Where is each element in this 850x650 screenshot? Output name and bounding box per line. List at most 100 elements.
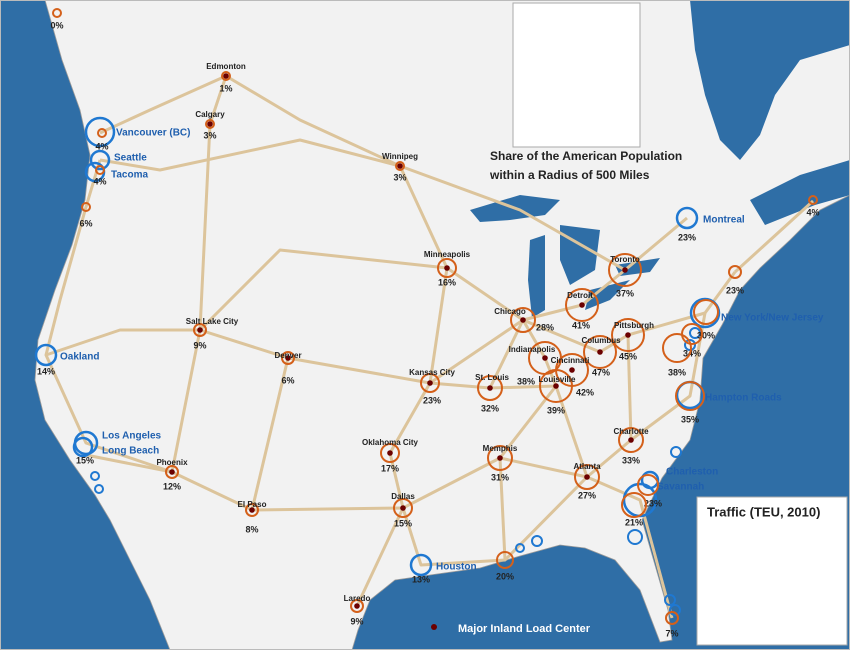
port-label: Montreal bbox=[703, 215, 745, 226]
share-ring bbox=[496, 551, 514, 569]
port-ring bbox=[627, 529, 643, 545]
share-ring bbox=[437, 258, 457, 278]
city-name: Pittsburgh bbox=[614, 321, 654, 330]
port-label: Seattle bbox=[114, 153, 147, 164]
annotation-line: Share of the American Population bbox=[490, 149, 682, 163]
port-ring bbox=[675, 206, 699, 230]
port-ring bbox=[515, 543, 525, 553]
share-label: 15% bbox=[394, 518, 412, 528]
load-center-dot bbox=[520, 317, 526, 323]
share-ring bbox=[81, 202, 91, 212]
share-ring bbox=[97, 128, 107, 138]
load-center-dot bbox=[542, 355, 548, 361]
city-name: Chicago bbox=[494, 307, 526, 316]
port-label: Charleston bbox=[666, 467, 718, 478]
share-label: 8% bbox=[245, 524, 258, 534]
share-ring bbox=[574, 464, 600, 490]
share-label: 42% bbox=[576, 387, 594, 397]
share-label: 1% bbox=[219, 83, 232, 93]
city-name: Indianapolis bbox=[509, 345, 556, 354]
share-label: 17% bbox=[381, 463, 399, 473]
share-ring bbox=[395, 161, 405, 171]
port-ring bbox=[84, 116, 116, 148]
city-name: Phoenix bbox=[156, 458, 188, 467]
share-label: 45% bbox=[619, 351, 637, 361]
load-center-dot bbox=[569, 367, 575, 373]
share-label: 33% bbox=[622, 455, 640, 465]
port-label: Tacoma bbox=[111, 170, 148, 181]
rail-line bbox=[388, 267, 449, 509]
load-center-dot bbox=[584, 474, 590, 480]
share-ring bbox=[675, 381, 705, 411]
port-ring bbox=[94, 484, 104, 494]
port-ring bbox=[72, 436, 94, 458]
share-ring bbox=[621, 492, 647, 518]
city-name: Denver bbox=[274, 351, 301, 360]
rail-line bbox=[626, 334, 633, 441]
share-ring bbox=[95, 165, 105, 175]
city-name: Dallas bbox=[391, 492, 415, 501]
hudson-bay bbox=[690, 0, 850, 160]
port-ring bbox=[89, 149, 111, 171]
load-center-dot bbox=[387, 450, 393, 456]
share-ring bbox=[665, 611, 679, 625]
share-label: 16% bbox=[438, 277, 456, 287]
city-name: Louisville bbox=[539, 375, 576, 384]
share-label: 4% bbox=[93, 176, 106, 186]
load-center-dot bbox=[397, 163, 403, 169]
share-ring bbox=[510, 307, 536, 333]
port-label: Long Beach bbox=[102, 446, 159, 457]
port-ring bbox=[664, 594, 676, 606]
share-label: 9% bbox=[193, 340, 206, 350]
port-ring bbox=[531, 535, 543, 547]
share-ring bbox=[380, 443, 400, 463]
rail-line bbox=[99, 74, 227, 135]
share-ring bbox=[487, 445, 513, 471]
port-ring bbox=[689, 297, 721, 329]
share-label: 34% bbox=[683, 348, 701, 358]
share-label: 23% bbox=[423, 395, 441, 405]
port-ring bbox=[670, 446, 682, 458]
load-center-dot bbox=[427, 380, 433, 386]
load-center-dot bbox=[400, 505, 406, 511]
rail-line bbox=[733, 199, 815, 274]
port-ring bbox=[34, 343, 58, 367]
port-ring bbox=[669, 604, 681, 616]
rail-line bbox=[225, 74, 688, 322]
city-name: El Paso bbox=[238, 500, 267, 509]
share-label: 7% bbox=[665, 628, 678, 638]
share-ring bbox=[662, 333, 692, 363]
port-label: New York/New Jersey bbox=[721, 313, 824, 324]
port-label: Los Angeles bbox=[102, 431, 162, 442]
share-label: 39% bbox=[547, 405, 565, 415]
share-ring bbox=[693, 299, 719, 325]
share-label: 6% bbox=[79, 218, 92, 228]
share-legend-box bbox=[512, 2, 641, 148]
share-label: 15% bbox=[76, 455, 94, 465]
share-ring bbox=[728, 265, 742, 279]
rail-line bbox=[199, 328, 674, 619]
share-ring bbox=[350, 599, 364, 613]
share-label: 41% bbox=[572, 320, 590, 330]
share-label: 30% bbox=[697, 330, 715, 340]
share-ring bbox=[808, 195, 818, 205]
city-name: Cincinnati bbox=[551, 356, 590, 365]
traffic-legend-title: Traffic (TEU, 2010) bbox=[707, 504, 820, 519]
city-name: Memphis bbox=[483, 444, 518, 453]
city-name: Calgary bbox=[195, 110, 225, 119]
share-label: 12% bbox=[163, 481, 181, 491]
share-label: 6% bbox=[281, 375, 294, 385]
city-name: Oklahoma City bbox=[362, 438, 419, 447]
share-ring bbox=[193, 323, 207, 337]
city-name: Edmonton bbox=[206, 62, 246, 71]
share-label: 35% bbox=[681, 414, 699, 424]
share-ring bbox=[245, 503, 259, 517]
load-center-dot bbox=[625, 332, 631, 338]
share-ring bbox=[611, 318, 645, 352]
share-label: 3% bbox=[393, 172, 406, 182]
gulf-st-lawrence bbox=[750, 160, 850, 225]
share-label: 38% bbox=[517, 376, 535, 386]
share-label: 13% bbox=[412, 574, 430, 584]
share-ring bbox=[52, 8, 62, 18]
